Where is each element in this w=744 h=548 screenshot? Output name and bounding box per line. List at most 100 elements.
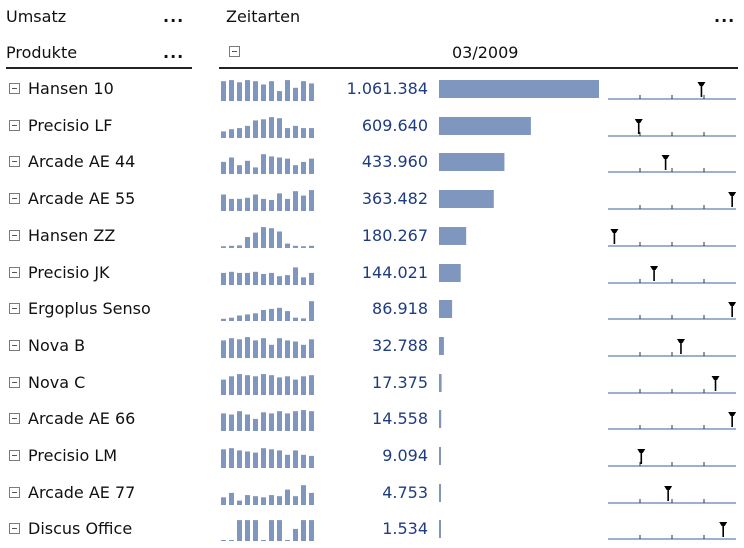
value-label: 180.267 bbox=[361, 225, 428, 245]
table-row: Ergoplus Senso 86.918 bbox=[0, 291, 744, 327]
product-name[interactable]: Hansen ZZ bbox=[28, 225, 116, 245]
sparkline-bar bbox=[221, 246, 226, 248]
value-label: 1.061.384 bbox=[346, 79, 428, 98]
sparkline-bar bbox=[237, 82, 242, 101]
sparkline-bar bbox=[269, 200, 274, 212]
sparkline-bar bbox=[293, 379, 298, 395]
sparkline-bar bbox=[293, 341, 298, 358]
sparkline-bar bbox=[253, 375, 258, 395]
measure-menu-button[interactable]: ... bbox=[163, 7, 185, 26]
sparkline-bar bbox=[269, 81, 274, 101]
product-name[interactable]: Precisio JK bbox=[28, 262, 110, 282]
sparkline-bar bbox=[245, 414, 250, 432]
value-label: 14.558 bbox=[372, 409, 428, 429]
sparkline-bar bbox=[221, 162, 226, 175]
product-name[interactable]: Precisio LM bbox=[28, 446, 118, 465]
position-indicator bbox=[608, 228, 736, 247]
product-name[interactable]: Hansen 10 bbox=[28, 79, 114, 98]
sparkline-bar bbox=[237, 411, 242, 432]
row-expand-icon[interactable] bbox=[9, 83, 20, 94]
value-bar bbox=[439, 410, 442, 429]
sparkline-bar bbox=[293, 245, 298, 248]
value-bar-chart bbox=[439, 410, 442, 429]
position-indicator bbox=[608, 449, 736, 467]
sparkline bbox=[221, 190, 314, 212]
row-expand-icon[interactable] bbox=[9, 266, 20, 278]
sparkline-bar bbox=[293, 495, 298, 505]
sparkline-bar bbox=[229, 317, 234, 322]
row-expand-icon[interactable] bbox=[9, 119, 20, 131]
product-name[interactable]: Arcade AE 44 bbox=[28, 152, 136, 172]
row-expand-icon[interactable] bbox=[9, 193, 20, 205]
sparkline-bar bbox=[245, 374, 250, 395]
row-expand-icon[interactable] bbox=[9, 303, 20, 315]
row-expand-icon[interactable] bbox=[9, 156, 20, 168]
sparkline-bar bbox=[293, 266, 298, 285]
sparkline-bar bbox=[285, 540, 290, 542]
value-bar-chart bbox=[439, 226, 467, 245]
value-bar bbox=[439, 190, 494, 209]
sparkline-bar bbox=[253, 520, 258, 542]
sparkline-bar bbox=[237, 450, 242, 468]
product-name[interactable]: Arcade AE 55 bbox=[28, 189, 136, 209]
product-name[interactable]: Arcade AE 66 bbox=[28, 409, 136, 429]
product-name[interactable]: Ergoplus Senso bbox=[28, 299, 151, 319]
row-expand-icon[interactable] bbox=[9, 376, 20, 388]
sparkline-bar bbox=[253, 271, 258, 285]
sparkline-bar bbox=[221, 379, 226, 395]
sparkline-bar bbox=[229, 80, 234, 101]
value-bar-chart bbox=[439, 300, 453, 319]
marker-icon bbox=[728, 192, 737, 208]
time-type-menu-button[interactable]: ... bbox=[714, 7, 736, 26]
row-expand-icon[interactable] bbox=[9, 523, 20, 535]
value-label: 17.375 bbox=[372, 372, 428, 392]
sparkline bbox=[221, 266, 314, 285]
sparkline-bar bbox=[261, 273, 266, 285]
dimension-menu-button[interactable]: ... bbox=[163, 43, 185, 62]
sparkline-bar bbox=[237, 245, 242, 248]
product-name[interactable]: Nova C bbox=[28, 372, 86, 392]
row-expand-icon[interactable] bbox=[9, 229, 20, 241]
product-name[interactable]: Nova B bbox=[28, 335, 86, 355]
table-row: Arcade AE 77 4.753 bbox=[0, 475, 744, 511]
sparkline bbox=[221, 154, 314, 175]
marker-icon bbox=[728, 302, 737, 318]
row-expand-icon[interactable] bbox=[9, 413, 20, 425]
row-expand-icon[interactable] bbox=[9, 339, 20, 351]
product-name[interactable]: Discus Office bbox=[28, 519, 133, 539]
sparkline-bar bbox=[293, 411, 298, 432]
sparkline bbox=[221, 410, 314, 432]
sparkline-bar bbox=[301, 318, 306, 322]
value-bar-chart bbox=[439, 190, 494, 209]
table-row: Precisio LF 609.640 bbox=[0, 108, 744, 144]
sparkline-bar bbox=[229, 271, 234, 285]
sparkline bbox=[221, 373, 314, 395]
sparkline-bar bbox=[309, 83, 314, 101]
sparkline-bar bbox=[253, 167, 258, 175]
sparkline-bar bbox=[301, 484, 306, 505]
sparkline-bar bbox=[261, 154, 266, 175]
sparkline-bar bbox=[229, 414, 234, 432]
period-expand-icon[interactable] bbox=[229, 46, 240, 57]
sparkline-bar bbox=[293, 450, 298, 468]
table-row: Hansen 10 1.061.384 bbox=[0, 71, 744, 107]
value-label: 609.640 bbox=[361, 115, 428, 135]
product-name[interactable]: Precisio LF bbox=[28, 115, 113, 135]
sparkline-bar bbox=[277, 117, 282, 138]
sparkline-bar bbox=[309, 158, 314, 175]
row-expand-icon[interactable] bbox=[9, 486, 20, 498]
marker-icon bbox=[634, 118, 643, 134]
sparkline-bar bbox=[261, 540, 266, 542]
sparkline-bar bbox=[301, 454, 306, 468]
value-bar-chart bbox=[439, 483, 441, 502]
sparkline-bar bbox=[261, 412, 266, 432]
sparkline-bar bbox=[301, 127, 306, 138]
sparkline-bar bbox=[237, 373, 242, 395]
sparkline-bar bbox=[301, 375, 306, 395]
sparkline-bar bbox=[277, 520, 282, 542]
sparkline-bar bbox=[253, 81, 258, 101]
row-expand-icon[interactable] bbox=[9, 450, 20, 461]
product-name[interactable]: Arcade AE 77 bbox=[28, 482, 136, 502]
sparkline-bar bbox=[253, 340, 258, 358]
sparkline-bar bbox=[221, 131, 226, 138]
